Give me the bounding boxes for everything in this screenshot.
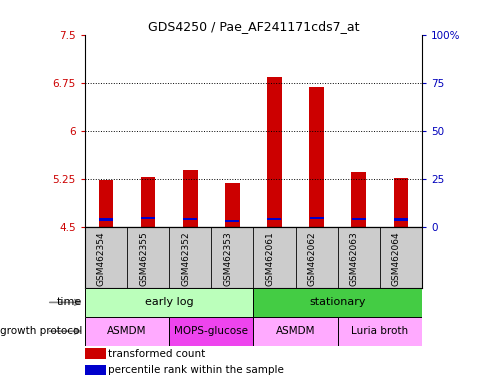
Bar: [85, 317, 169, 346]
Bar: [351, 218, 365, 220]
Text: GSM462354: GSM462354: [97, 232, 106, 286]
Text: GSM462061: GSM462061: [265, 232, 274, 286]
Text: GSM462353: GSM462353: [223, 232, 232, 286]
Bar: [85, 348, 106, 359]
Bar: [169, 317, 253, 346]
Text: time: time: [57, 297, 82, 308]
Bar: [225, 183, 239, 227]
Bar: [350, 172, 365, 227]
Text: GSM462352: GSM462352: [181, 232, 190, 286]
Text: GSM462355: GSM462355: [139, 232, 148, 286]
Bar: [267, 77, 281, 227]
Bar: [309, 217, 323, 219]
Bar: [98, 180, 113, 227]
Text: stationary: stationary: [309, 297, 365, 308]
Bar: [337, 317, 421, 346]
Bar: [393, 218, 407, 221]
Text: growth protocol: growth protocol: [0, 326, 82, 336]
Text: GSM462064: GSM462064: [391, 232, 400, 286]
Bar: [141, 217, 155, 219]
Bar: [140, 177, 155, 227]
Text: GSM462063: GSM462063: [349, 232, 358, 286]
Bar: [183, 218, 197, 220]
Text: ASMDM: ASMDM: [275, 326, 315, 336]
Bar: [267, 218, 281, 220]
Text: GSM462062: GSM462062: [307, 232, 316, 286]
Bar: [182, 170, 197, 227]
Text: transformed count: transformed count: [108, 349, 205, 359]
Bar: [309, 87, 323, 227]
Bar: [253, 288, 421, 317]
Text: ASMDM: ASMDM: [107, 326, 147, 336]
Bar: [85, 365, 106, 375]
Title: GDS4250 / Pae_AF241171cds7_at: GDS4250 / Pae_AF241171cds7_at: [147, 20, 359, 33]
Bar: [225, 220, 239, 222]
Text: percentile rank within the sample: percentile rank within the sample: [108, 365, 284, 375]
Text: Luria broth: Luria broth: [350, 326, 408, 336]
Bar: [85, 288, 253, 317]
Bar: [99, 218, 113, 221]
Text: early log: early log: [145, 297, 193, 308]
Bar: [253, 317, 337, 346]
Text: MOPS-glucose: MOPS-glucose: [174, 326, 248, 336]
Bar: [393, 178, 408, 227]
